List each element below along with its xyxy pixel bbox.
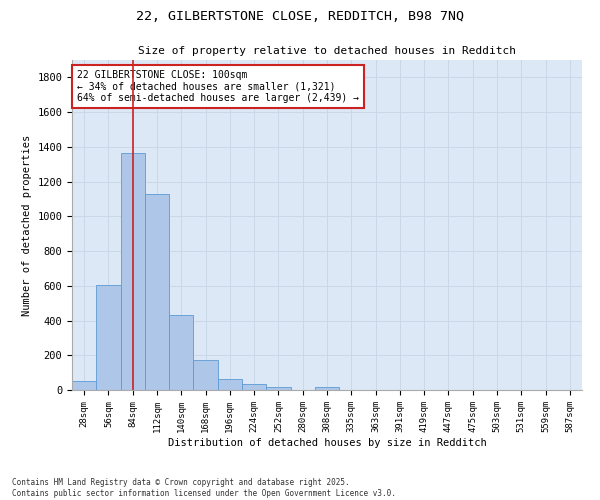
Bar [315, 386, 339, 390]
Title: Size of property relative to detached houses in Redditch: Size of property relative to detached ho… [138, 46, 516, 56]
Bar [193, 360, 218, 390]
Text: 22 GILBERTSTONE CLOSE: 100sqm
← 34% of detached houses are smaller (1,321)
64% o: 22 GILBERTSTONE CLOSE: 100sqm ← 34% of d… [77, 70, 359, 103]
Bar [145, 194, 169, 390]
Bar [96, 285, 121, 390]
Bar [242, 384, 266, 390]
Bar [72, 382, 96, 390]
Bar [169, 316, 193, 390]
Bar [121, 153, 145, 390]
Text: Contains HM Land Registry data © Crown copyright and database right 2025.
Contai: Contains HM Land Registry data © Crown c… [12, 478, 396, 498]
Y-axis label: Number of detached properties: Number of detached properties [22, 134, 32, 316]
Bar [218, 378, 242, 390]
Bar [266, 388, 290, 390]
X-axis label: Distribution of detached houses by size in Redditch: Distribution of detached houses by size … [167, 438, 487, 448]
Text: 22, GILBERTSTONE CLOSE, REDDITCH, B98 7NQ: 22, GILBERTSTONE CLOSE, REDDITCH, B98 7N… [136, 10, 464, 23]
